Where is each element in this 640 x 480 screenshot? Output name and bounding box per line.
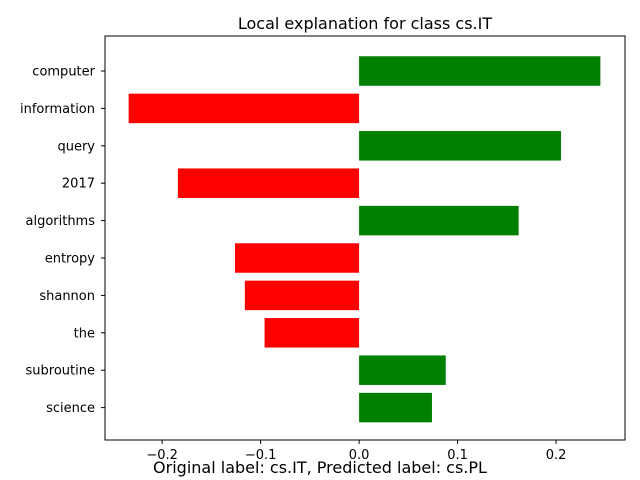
y-tick-label-science: science (46, 401, 95, 416)
x-tick-label-3: 0.1 (447, 448, 468, 463)
bar-2017 (177, 168, 360, 198)
y-tick-label-computer: computer (32, 65, 95, 80)
y-tick-label-information: information (20, 102, 95, 117)
bar-computer (359, 56, 601, 86)
plot-frame (104, 35, 626, 441)
chart-title: Local explanation for class cs.IT (238, 14, 493, 33)
bar-the (264, 318, 360, 348)
y-tick-label-shannon: shannon (39, 289, 95, 304)
bar-subroutine (359, 355, 446, 385)
y-tick-label-entropy: entropy (45, 252, 96, 267)
bar-algorithms (359, 205, 519, 236)
x-tick-label-0: −0.2 (146, 448, 178, 463)
bar-entropy (235, 243, 360, 273)
caption-text: Original label: cs.IT, Predicted label: … (153, 458, 487, 477)
x-tick-label-2: 0.0 (349, 448, 370, 463)
bar-shannon (244, 280, 360, 311)
bars-group (128, 56, 601, 423)
x-axis: −0.2 −0.1 0.0 0.1 0.2 (146, 440, 566, 463)
y-tick-label-subroutine: subroutine (26, 364, 95, 379)
x-tick-label-4: 0.2 (546, 448, 567, 463)
y-tick-label-query: query (57, 139, 95, 154)
bar-science (359, 392, 432, 423)
footer-caption: Original label: cs.IT, Predicted label: … (0, 458, 640, 477)
y-tick-label-the: the (74, 326, 95, 341)
y-tick-label-algorithms: algorithms (25, 214, 95, 229)
y-tick-label-2017: 2017 (62, 177, 95, 192)
x-tick-label-1: −0.1 (245, 448, 277, 463)
y-axis: computer information query 2017 algorithms en… (20, 65, 105, 416)
bar-information (128, 93, 360, 124)
bar-query (359, 131, 561, 161)
